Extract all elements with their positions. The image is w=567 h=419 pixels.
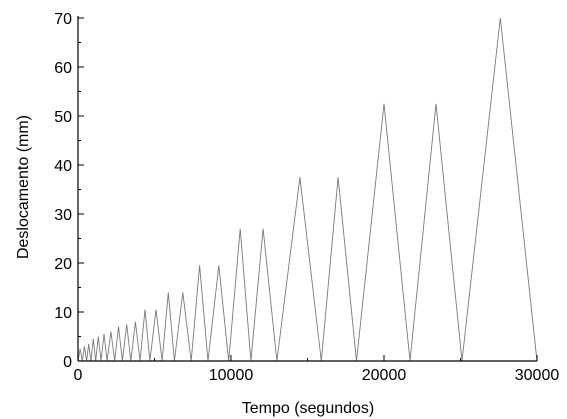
x-tick-label: 30000	[515, 367, 560, 384]
series-line-0	[77, 17, 538, 362]
x-tick-label: 20000	[362, 367, 407, 384]
y-tick-label: 40	[54, 158, 72, 175]
x-tick-label: 0	[74, 367, 83, 384]
y-tick-label: 10	[54, 305, 72, 322]
plot-lines	[77, 17, 538, 362]
y-tick-label: 60	[54, 60, 72, 77]
y-tick-label: 0	[63, 354, 72, 371]
x-axis-title: Tempo (segundos)	[242, 400, 375, 417]
axes: 0 10000 20000 30000 0 10 20 30 40 50 60 70	[54, 11, 559, 384]
y-tick-label: 50	[54, 109, 72, 126]
x-tick-label: 10000	[209, 367, 254, 384]
y-tick-label: 70	[54, 11, 72, 28]
y-tick-label: 20	[54, 256, 72, 273]
y-axis-title: Deslocamento (mm)	[15, 115, 32, 259]
y-tick-label: 30	[54, 207, 72, 224]
